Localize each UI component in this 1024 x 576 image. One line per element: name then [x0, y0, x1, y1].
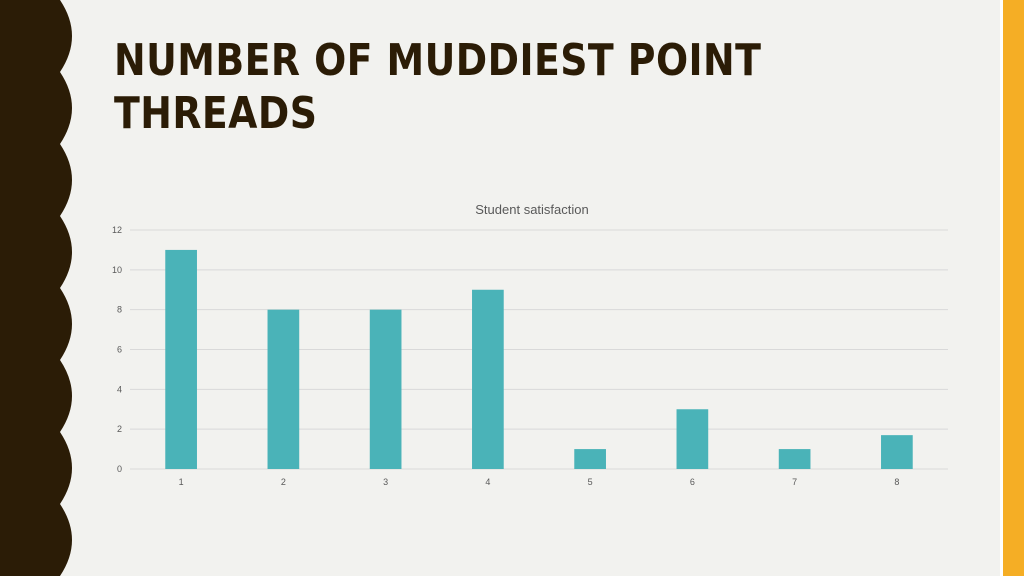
left-wavy-band-shape: [0, 0, 72, 576]
y-tick-label: 2: [117, 424, 122, 434]
slide-title: NUMBER OF MUDDIEST POINT THREADS: [114, 35, 762, 139]
x-tick-label: 4: [485, 477, 490, 487]
bar-4: [472, 289, 504, 469]
y-axis-tick-labels: 0 2 4 6 8 10 12: [112, 225, 122, 474]
y-tick-label: 10: [112, 265, 122, 275]
right-accent-stripe: [1000, 0, 1024, 576]
bars: [165, 249, 913, 469]
y-tick-label: 0: [117, 464, 122, 474]
y-tick-label: 8: [117, 305, 122, 315]
y-tick-label: 6: [117, 345, 122, 355]
bar-6: [676, 409, 709, 469]
bar-3: [369, 309, 402, 469]
bar-1: [165, 249, 197, 469]
gridlines: [130, 229, 948, 470]
x-tick-label: 8: [894, 477, 899, 487]
x-tick-label: 3: [383, 477, 388, 487]
left-wavy-band: [0, 0, 72, 576]
bar-7: [778, 449, 811, 469]
x-tick-label: 6: [690, 477, 695, 487]
bar-5: [574, 449, 606, 469]
x-tick-label: 7: [792, 477, 797, 487]
x-tick-label: 5: [588, 477, 593, 487]
chart-title: Student satisfaction: [475, 202, 588, 217]
x-tick-label: 1: [179, 477, 184, 487]
x-axis-tick-labels: 1 2 3 4 5 6 7 8: [179, 477, 900, 487]
y-tick-label: 12: [112, 225, 122, 235]
y-tick-label: 4: [117, 384, 122, 394]
x-tick-label: 2: [281, 477, 286, 487]
bar-2: [267, 309, 300, 469]
bar-8: [881, 435, 913, 469]
